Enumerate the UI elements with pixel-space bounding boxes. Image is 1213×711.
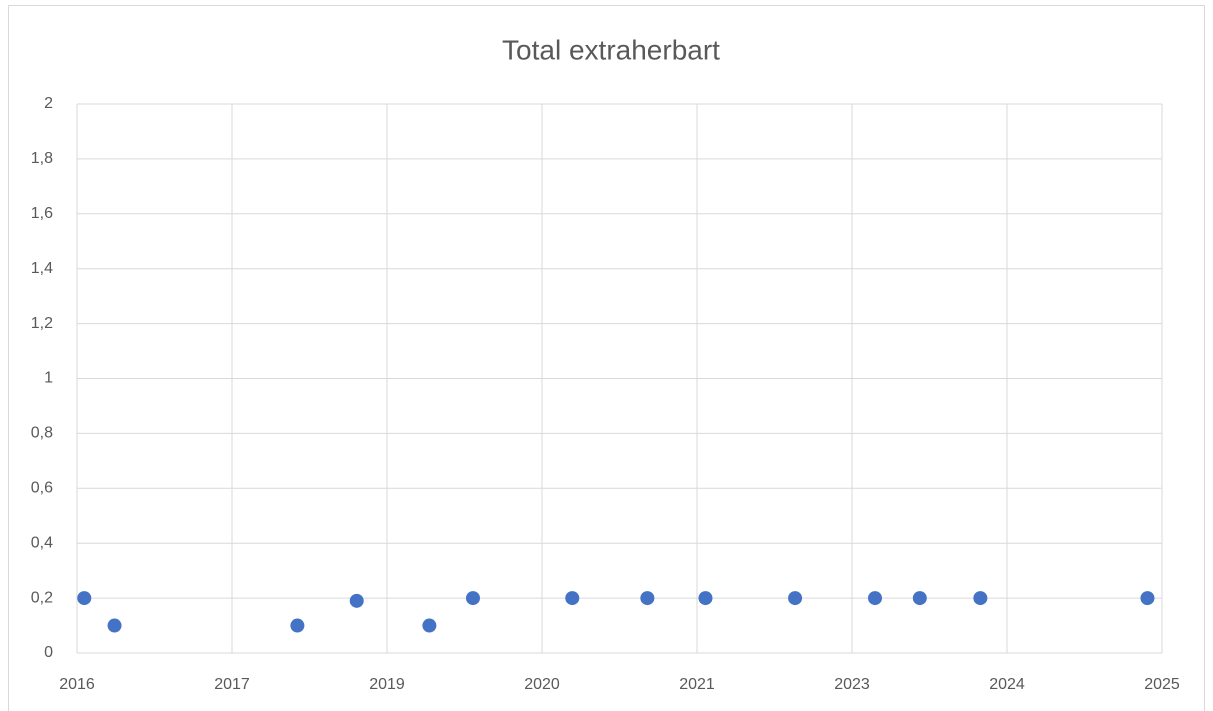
x-tick-label: 2016	[59, 676, 95, 693]
y-tick-label: 0	[44, 644, 53, 661]
point	[868, 591, 883, 606]
chart-frame	[8, 5, 1205, 711]
y-tick-label: 1,6	[31, 205, 53, 222]
y-tick-label: 0,2	[31, 589, 53, 606]
chart-title: Total extraherbart	[502, 34, 720, 65]
x-tick-label: 2021	[679, 676, 715, 693]
x-tick-label: 2020	[524, 676, 560, 693]
point	[349, 593, 364, 608]
x-tick-label: 2017	[214, 676, 250, 693]
point	[565, 591, 580, 606]
x-tick-label: 2025	[1144, 676, 1180, 693]
point	[912, 591, 927, 606]
y-tick-label: 1,2	[31, 315, 53, 332]
point	[77, 591, 92, 606]
y-tick-label: 1	[44, 370, 53, 387]
y-tick-label: 2	[44, 95, 53, 112]
y-tick-label: 0,8	[31, 425, 53, 442]
point	[1140, 591, 1155, 606]
point	[698, 591, 713, 606]
y-tick-label: 0,6	[31, 480, 53, 497]
y-tick-label: 1,4	[31, 260, 53, 277]
point	[290, 618, 305, 633]
y-tick-label: 0,4	[31, 534, 53, 551]
point	[640, 591, 655, 606]
point	[465, 591, 480, 606]
x-tick-label: 2024	[989, 676, 1025, 693]
y-tick-label: 1,8	[31, 150, 53, 167]
point	[422, 618, 437, 633]
x-tick-label: 2019	[369, 676, 405, 693]
point	[788, 591, 803, 606]
x-tick-label: 2023	[834, 676, 870, 693]
point	[973, 591, 988, 606]
point	[107, 618, 122, 633]
